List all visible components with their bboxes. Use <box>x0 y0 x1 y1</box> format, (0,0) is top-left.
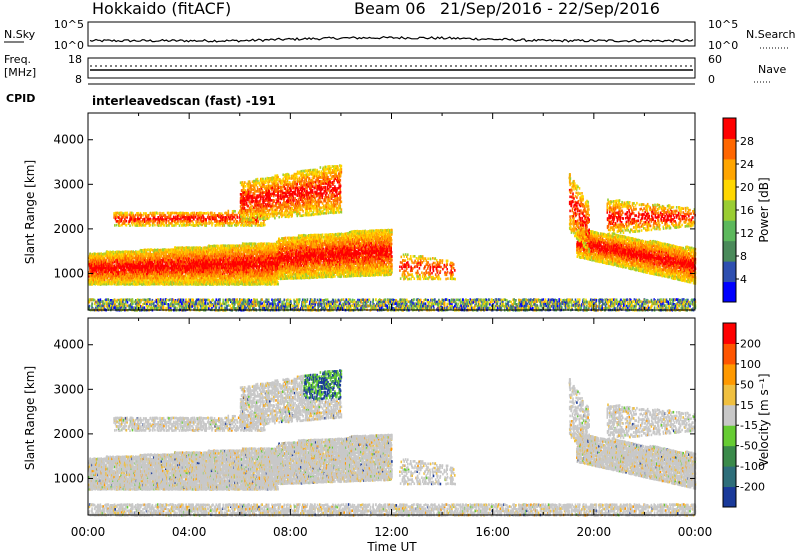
beam-label: Beam 06 <box>354 0 426 18</box>
freq-left-tick-top: 18 <box>68 53 82 66</box>
sky-right-tick-top: 10^5 <box>708 18 738 31</box>
power-cell <box>151 249 153 252</box>
cpid-text: interleavedscan (fast) -191 <box>92 94 276 108</box>
freq-right-label: Nave <box>758 63 786 76</box>
station-title: Hokkaido (fitACF) <box>92 0 231 18</box>
power-data <box>88 164 696 311</box>
date-range: 21/Sep/2016 - 22/Sep/2016 <box>440 0 660 18</box>
cpid-label: CPID <box>6 92 35 105</box>
freq-frame <box>88 58 695 78</box>
freq-panel: Freq. [MHz] 18 8 60 0 Nave <box>4 53 786 86</box>
power-cell <box>145 255 147 258</box>
power-cell <box>147 248 149 251</box>
power-cell <box>131 250 133 253</box>
cpid-panel: CPID interleavedscan (fast) -191 <box>6 84 695 108</box>
sky-left-label: N.Sky <box>4 28 36 41</box>
freq-right-tick-bottom: 0 <box>708 73 715 86</box>
sky-noise-line <box>90 37 693 42</box>
freq-left-tick-bottom: 8 <box>75 73 82 86</box>
power-cell <box>117 263 119 266</box>
freq-right-tick-top: 60 <box>708 53 722 66</box>
sky-left-tick-bottom: 10^0 <box>54 39 84 52</box>
sky-right-tick-bottom: 10^0 <box>708 39 738 52</box>
figure: Hokkaido (fitACF) Beam 06 21/Sep/2016 - … <box>0 0 800 554</box>
sky-left-tick-top: 10^5 <box>54 18 84 31</box>
freq-left-label-2: [MHz] <box>4 66 36 79</box>
sky-frame <box>88 22 695 46</box>
sky-right-label: N.Search <box>746 28 796 41</box>
sky-panel: N.Sky 10^5 10^0 10^5 10^0 N.Search <box>4 18 796 52</box>
freq-left-label-1: Freq. <box>4 53 31 66</box>
power-cell <box>161 255 163 258</box>
